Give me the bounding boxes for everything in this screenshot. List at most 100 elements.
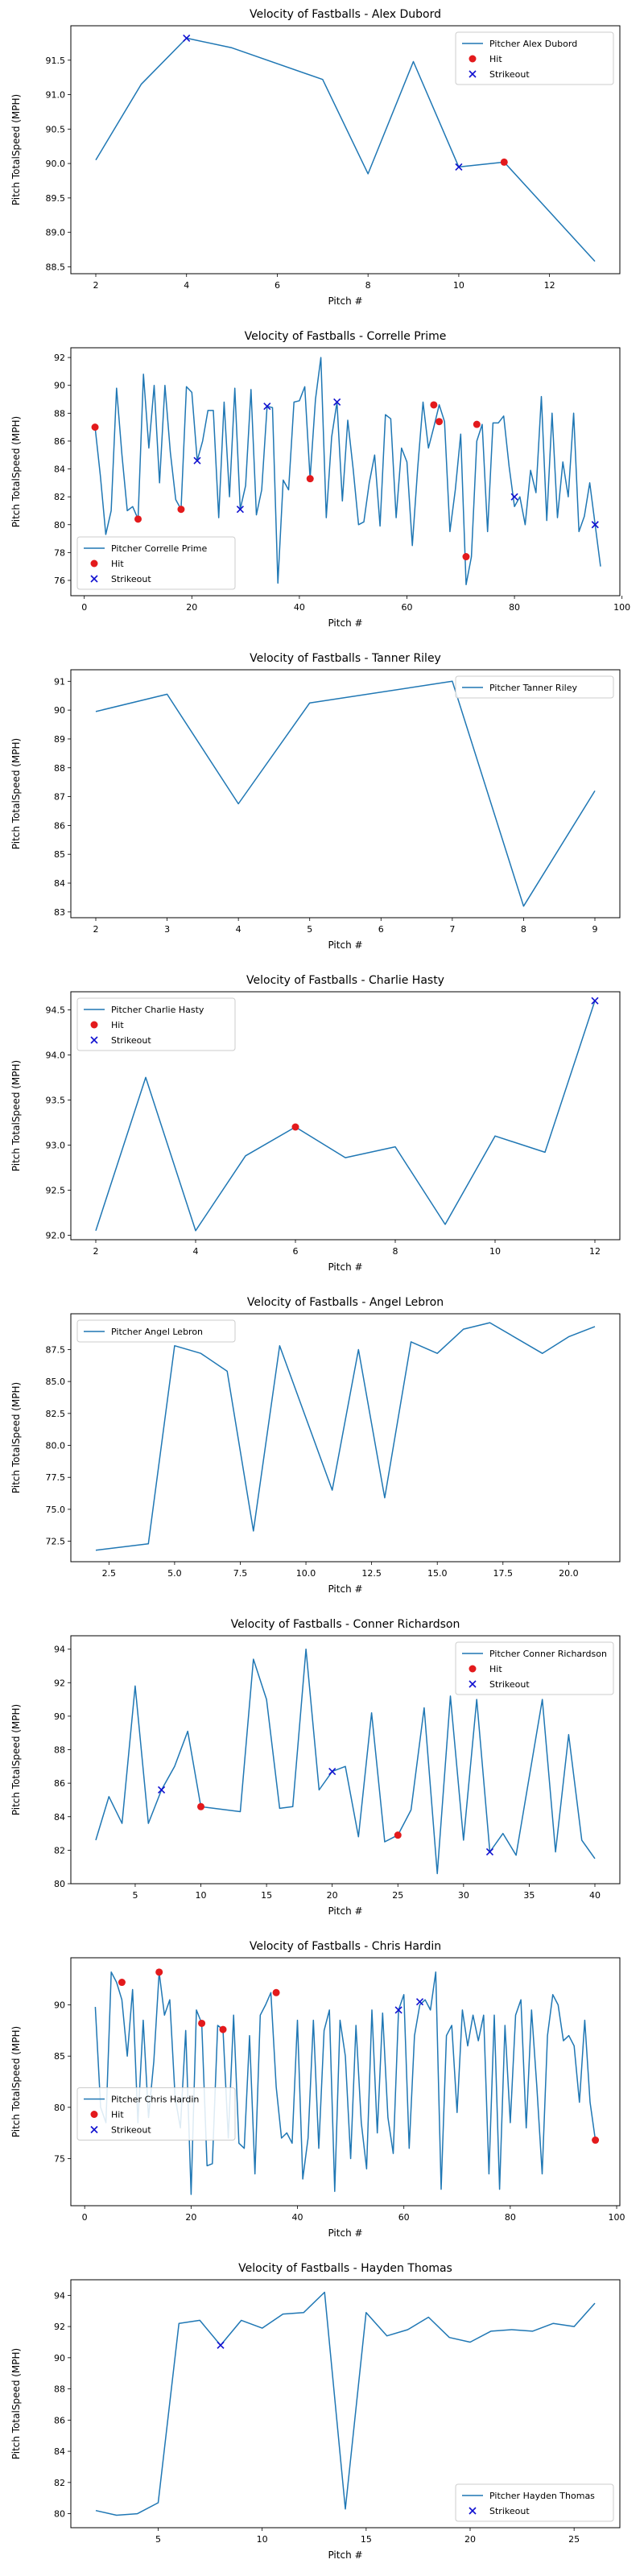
y-tick-label: 91.5 [46, 56, 66, 66]
plot-frame [70, 991, 621, 1241]
x-tick-label: 10 [257, 2534, 268, 2545]
x-tick-label: 12.5 [361, 1568, 382, 1579]
legend-label: Strikeout [111, 2125, 151, 2136]
legend-hit-swatch [90, 559, 98, 568]
legend: Pitcher Tanner Riley [455, 675, 614, 699]
y-tick-label: 82 [54, 492, 65, 502]
chart-panel: Velocity of Fastballs - Alex Dubord Pitch… [0, 0, 644, 322]
plot-frame [70, 1313, 621, 1563]
x-tick-label: 20 [185, 2212, 196, 2223]
hit-marker [500, 158, 508, 166]
y-tick-label: 90.5 [46, 124, 66, 134]
series-line [95, 680, 596, 907]
y-tick-label: 82 [54, 2478, 65, 2488]
x-tick-label: 6 [378, 924, 384, 935]
hit-marker [198, 2019, 206, 2027]
y-tick-label: 88.5 [46, 262, 66, 272]
legend-entry-strikeout: Strikeout [469, 1679, 530, 1690]
y-tick-label: 84 [54, 464, 65, 475]
x-tick-label: 8 [521, 924, 526, 935]
y-tick-label: 92 [54, 353, 65, 363]
x-tick-label: 80 [509, 602, 520, 613]
series-line [95, 37, 596, 262]
legend-label: Strikeout [111, 574, 151, 584]
x-tick-label: 6 [275, 280, 280, 291]
legend-entry-strikeout: Strikeout [90, 574, 151, 584]
x-axis-label: Pitch # [328, 1583, 362, 1595]
plot-frame [70, 1635, 621, 1885]
plot-frame [70, 1957, 621, 2207]
strikeout-stroke [263, 402, 271, 411]
y-tick-label: 86 [54, 436, 65, 447]
hit-marker [91, 423, 99, 431]
y-tick-label: 75 [54, 2153, 65, 2164]
legend-entry-pitcher: Pitcher Hayden Thomas [462, 2491, 595, 2501]
x-tick-label: 15 [361, 2534, 372, 2545]
x-tick-label: 20 [327, 1890, 338, 1901]
legend-label: Pitcher Charlie Hasty [111, 1005, 204, 1015]
legend-entry-pitcher: Pitcher Chris Hardin [84, 2095, 199, 2105]
series-line [94, 357, 601, 585]
chart-title: Velocity of Fastballs - Chris Hardin [250, 1940, 441, 1953]
y-tick-label: 92.0 [46, 1230, 66, 1241]
x-tick-label: 80 [505, 2212, 516, 2223]
series-line [95, 1322, 596, 1551]
legend-label: Hit [489, 54, 502, 64]
legend-label: Pitcher Tanner Riley [489, 683, 577, 693]
hit-marker [219, 2025, 227, 2033]
chart-panel: Velocity of Fastballs - Correlle Prime Pi… [0, 322, 644, 644]
x-tick-label: 10 [453, 280, 464, 291]
chart-title: Velocity of Fastballs - Alex Dubord [250, 8, 441, 21]
x-tick-label: 8 [393, 1246, 398, 1257]
strikeout-marker [158, 1785, 166, 1794]
legend-entry-pitcher: Pitcher Angel Lebron [84, 1327, 203, 1337]
y-tick-label: 89.5 [46, 193, 66, 204]
x-tick-label: 0 [82, 2212, 88, 2223]
y-tick-label: 93.0 [46, 1140, 66, 1150]
legend: Pitcher Correlle Prime Hit Strikeout [76, 536, 236, 590]
y-tick-label: 90 [54, 2353, 65, 2363]
legend-entry-hit: Hit [90, 1020, 124, 1030]
x-tick-label: 3 [164, 924, 170, 935]
legend-label: Pitcher Hayden Thomas [489, 2491, 595, 2501]
strikeout-marker [394, 2006, 402, 2014]
x-tick-label: 100 [609, 2212, 625, 2223]
strikeout-marker [193, 456, 201, 464]
strikeout-marker [217, 2341, 225, 2349]
chart-panel: Velocity of Fastballs - Angel Lebron Pitc… [0, 1288, 644, 1610]
chart-title: Velocity of Fastballs - Tanner Riley [250, 652, 441, 665]
legend-strikeout-swatch [90, 2125, 98, 2134]
y-tick-label: 85 [54, 2051, 65, 2062]
x-axis-label: Pitch # [328, 939, 362, 951]
strikeout-stroke [415, 1998, 424, 2006]
y-tick-label: 87.5 [46, 1344, 66, 1355]
strikeout-stroke [217, 2341, 225, 2349]
y-tick-label: 80 [54, 2103, 65, 2113]
y-tick-label: 78 [54, 547, 65, 558]
legend-label: Hit [111, 1020, 124, 1030]
legend-strikeout-swatch [90, 1036, 98, 1044]
legend-entry-strikeout: Strikeout [469, 2506, 530, 2516]
chart-title: Velocity of Fastballs - Hayden Thomas [238, 2262, 452, 2275]
y-tick-label: 80 [54, 1879, 65, 1889]
y-tick-label: 77.5 [46, 1472, 66, 1483]
legend-entry-hit: Hit [90, 2110, 124, 2120]
y-tick-label: 76 [54, 576, 65, 586]
y-tick-label: 83 [54, 907, 65, 918]
hit-marker [306, 475, 314, 483]
x-tick-label: 5 [132, 1890, 138, 1901]
y-tick-label: 90 [54, 381, 65, 391]
strikeout-marker [328, 1768, 336, 1776]
chart-panel: Velocity of Fastballs - Charlie Hasty Pit… [0, 966, 644, 1288]
y-tick-label: 88 [54, 1745, 65, 1756]
hit-marker [462, 553, 470, 561]
y-tick-label: 80 [54, 2509, 65, 2520]
y-axis-label: Pitch TotalSpeed (MPH) [10, 2348, 22, 2459]
y-tick-label: 91.0 [46, 90, 66, 101]
legend-hit-swatch [469, 55, 477, 63]
legend-label: Strikeout [489, 1679, 530, 1690]
strikeout-stroke [469, 70, 477, 78]
plot-frame [70, 2279, 621, 2529]
y-tick-label: 90 [54, 705, 65, 716]
chart-svg: Velocity of Fastballs - Alex Dubord Pitch… [10, 8, 621, 307]
